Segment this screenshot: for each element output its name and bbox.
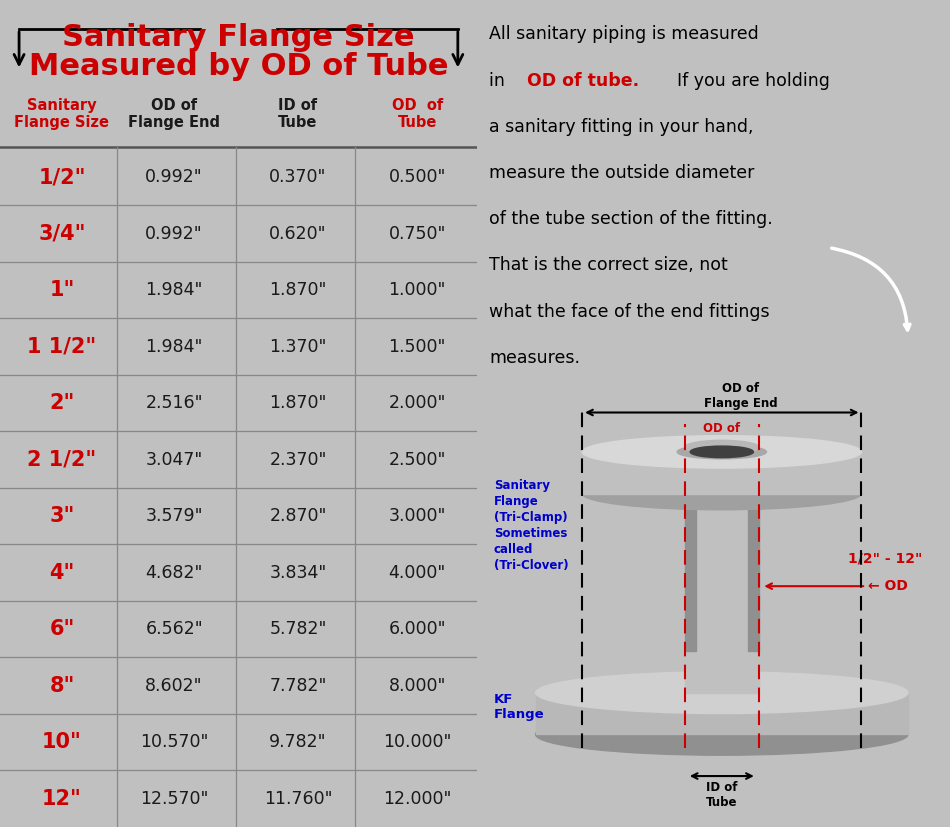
Text: 0.992": 0.992" <box>145 225 203 242</box>
Text: 10.570": 10.570" <box>140 734 208 751</box>
Text: 0.750": 0.750" <box>389 225 446 242</box>
Text: All sanitary piping is measured: All sanitary piping is measured <box>489 26 759 43</box>
Bar <box>685 447 759 651</box>
Bar <box>536 693 908 734</box>
Text: That is the correct size, not: That is the correct size, not <box>489 256 728 275</box>
Text: 8": 8" <box>49 676 75 696</box>
Text: ← OD: ← OD <box>868 579 908 593</box>
Text: 7.782": 7.782" <box>270 676 327 695</box>
Text: 1.870": 1.870" <box>270 394 327 412</box>
Text: 6.562": 6.562" <box>145 620 203 638</box>
Text: OD of
Tube: OD of Tube <box>703 422 740 450</box>
Text: 2.370": 2.370" <box>270 451 327 469</box>
Text: ID of
Tube: ID of Tube <box>706 781 737 809</box>
Text: 3.834": 3.834" <box>270 564 327 581</box>
Text: Sanitary
Flange
(Tri-Clamp)
Sometimes
called
(Tri-Clover): Sanitary Flange (Tri-Clamp) Sometimes ca… <box>494 480 568 572</box>
Text: of the tube section of the fitting.: of the tube section of the fitting. <box>489 210 772 228</box>
Text: OD  of
Tube: OD of Tube <box>391 98 443 131</box>
Text: 1": 1" <box>49 280 75 300</box>
Text: in: in <box>489 72 510 89</box>
Text: 12.570": 12.570" <box>140 790 208 808</box>
Bar <box>748 447 759 651</box>
Text: 3": 3" <box>49 506 75 526</box>
Text: 3/4": 3/4" <box>38 223 86 244</box>
Ellipse shape <box>536 672 908 714</box>
Text: measures.: measures. <box>489 349 580 367</box>
Text: 3.000": 3.000" <box>389 507 446 525</box>
Text: OD of
Flange End: OD of Flange End <box>704 382 777 410</box>
Text: 4.000": 4.000" <box>389 564 446 581</box>
Text: 0.370": 0.370" <box>270 168 327 186</box>
Text: 5.782": 5.782" <box>270 620 327 638</box>
Text: OD of tube.: OD of tube. <box>527 72 639 89</box>
Text: measure the outside diameter: measure the outside diameter <box>489 164 754 182</box>
Text: If you are holding: If you are holding <box>666 72 830 89</box>
Text: 3.579": 3.579" <box>145 507 202 525</box>
Text: 1.000": 1.000" <box>389 281 446 299</box>
Text: what the face of the end fittings: what the face of the end fittings <box>489 303 770 321</box>
Text: Sanitary
Flange Size: Sanitary Flange Size <box>14 98 109 131</box>
Text: 12": 12" <box>42 789 82 809</box>
Text: 4": 4" <box>49 562 75 583</box>
Bar <box>582 452 862 494</box>
Text: 1.370": 1.370" <box>270 337 327 356</box>
Text: Sanitary Flange Size: Sanitary Flange Size <box>62 22 415 52</box>
Text: 10.000": 10.000" <box>383 734 451 751</box>
Text: 3.047": 3.047" <box>145 451 202 469</box>
Text: 2.870": 2.870" <box>270 507 327 525</box>
Ellipse shape <box>582 436 862 468</box>
Text: ID of
Tube: ID of Tube <box>278 98 317 131</box>
Text: 2.500": 2.500" <box>389 451 446 469</box>
Ellipse shape <box>677 445 767 459</box>
Text: 6": 6" <box>49 619 75 639</box>
Text: 2.516": 2.516" <box>145 394 202 412</box>
Text: 0.992": 0.992" <box>145 168 203 186</box>
Text: 12.000": 12.000" <box>383 790 451 808</box>
Text: 11.760": 11.760" <box>264 790 332 808</box>
Bar <box>685 447 695 651</box>
Text: 1.500": 1.500" <box>389 337 446 356</box>
Ellipse shape <box>690 446 753 457</box>
Text: 4.682": 4.682" <box>145 564 202 581</box>
Text: 2": 2" <box>49 393 75 414</box>
Bar <box>685 494 759 693</box>
Text: 1/2": 1/2" <box>38 167 86 187</box>
Text: 2 1/2": 2 1/2" <box>28 450 97 470</box>
Text: 2.000": 2.000" <box>389 394 446 412</box>
Text: 1.870": 1.870" <box>270 281 327 299</box>
Text: 1/2" - 12": 1/2" - 12" <box>847 552 922 566</box>
Text: 1.984": 1.984" <box>145 281 202 299</box>
Text: KF
Flange: KF Flange <box>494 692 544 720</box>
Text: 6.000": 6.000" <box>389 620 446 638</box>
Ellipse shape <box>536 714 908 755</box>
Text: 9.782": 9.782" <box>269 734 327 751</box>
Text: 1 1/2": 1 1/2" <box>28 337 97 356</box>
Ellipse shape <box>685 440 759 454</box>
Text: 0.500": 0.500" <box>389 168 446 186</box>
Text: OD of
Flange End: OD of Flange End <box>128 98 220 131</box>
Ellipse shape <box>582 477 862 509</box>
Text: 10": 10" <box>42 732 82 753</box>
Text: 1.984": 1.984" <box>145 337 202 356</box>
Text: 8.602": 8.602" <box>145 676 202 695</box>
Text: 0.620": 0.620" <box>269 225 327 242</box>
Text: Measured by OD of Tube: Measured by OD of Tube <box>28 51 448 81</box>
Text: 8.000": 8.000" <box>389 676 446 695</box>
Text: a sanitary fitting in your hand,: a sanitary fitting in your hand, <box>489 117 753 136</box>
